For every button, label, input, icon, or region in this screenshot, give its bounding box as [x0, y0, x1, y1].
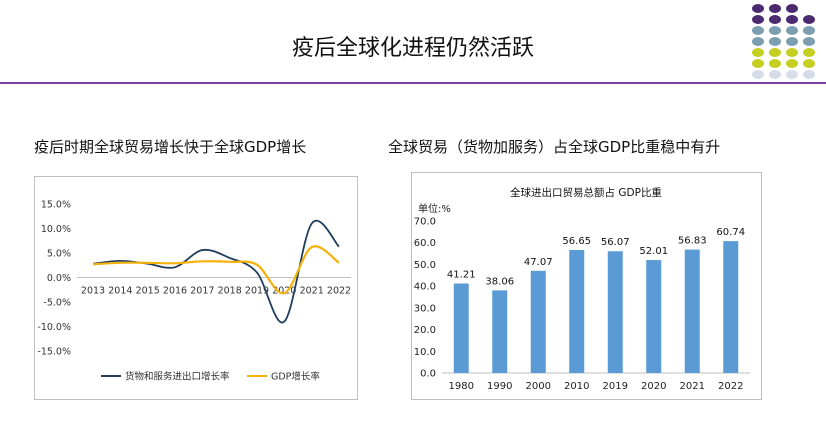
decorative-dot [752, 4, 764, 13]
decorative-dot [786, 26, 798, 35]
decorative-dot [803, 59, 815, 68]
bar [569, 249, 585, 373]
x-tick-label: 2022 [327, 286, 351, 297]
x-tick-label: 2010 [564, 381, 589, 392]
decorative-dot [786, 48, 798, 57]
bar [684, 249, 700, 373]
y-tick-label: 50.0 [414, 260, 436, 271]
decorative-dot [786, 37, 798, 46]
decorative-dot [769, 37, 781, 46]
bar [723, 241, 739, 373]
x-tick-label: 2022 [718, 381, 743, 392]
y-tick-label: 70.0 [414, 217, 436, 228]
bar-chart-title: 全球进出口贸易总额占 GDP比重 [510, 186, 662, 199]
decorative-dot [786, 59, 798, 68]
series-line-1 [92, 219, 340, 324]
bar [530, 270, 546, 373]
x-tick-label: 2020 [272, 286, 296, 297]
x-tick-label: 1990 [487, 381, 512, 392]
decorative-dot [769, 4, 781, 13]
decorative-dot [769, 26, 781, 35]
left-section-title: 疫后时期全球贸易增长快于全球GDP增长 [34, 138, 307, 156]
bar-value-label: 56.83 [678, 236, 707, 247]
x-tick-label: 2021 [680, 381, 705, 392]
x-tick-label: 1980 [449, 381, 474, 392]
x-tick-label: 2019 [245, 286, 269, 297]
decorative-dot [752, 26, 764, 35]
decorative-dot [769, 59, 781, 68]
decorative-dot [769, 70, 781, 79]
x-tick-label: 2017 [190, 286, 214, 297]
bar-value-label: 56.65 [562, 236, 591, 247]
bar-value-label: 60.74 [716, 227, 745, 238]
decorative-dot [769, 15, 781, 24]
line-chart-canvas: 15.0%10.0%5.0%0.0%-5.0%-10.0%-15.0%2013 2… [37, 200, 351, 383]
x-tick-label: 2013 [81, 286, 105, 297]
decorative-dot [786, 15, 798, 24]
y-tick-label: 0.0 [420, 369, 436, 380]
y-tick-label: 30.0 [414, 303, 436, 314]
legend-label: 货物和服务进出口增长率 [125, 371, 230, 383]
decorative-dot [803, 15, 815, 24]
x-tick-label: 2018 [218, 286, 242, 297]
trade-share-of-gdp-bar-chart: 全球进出口贸易总额占 GDP比重单位:% 70.0 60.0 50.0 40.0 30.0… [411, 172, 762, 400]
y-tick-label: 10.0% [41, 224, 71, 235]
slide-title: 疫后全球化进程仍然活跃 [291, 36, 534, 61]
decorative-dot [752, 59, 764, 68]
bar [492, 290, 508, 373]
x-tick-label: 2016 [163, 286, 187, 297]
x-tick-label: 2019 [603, 381, 628, 392]
right-section-title: 全球贸易（货物加服务）占全球GDP比重稳中有升 [388, 138, 721, 156]
decorative-dot [752, 37, 764, 46]
decorative-dot [752, 15, 764, 24]
bar-value-label: 41.21 [447, 270, 476, 281]
y-tick-label: 0.0% [47, 273, 71, 284]
y-tick-label: 20.0 [414, 325, 436, 336]
trade-gdp-growth-line-chart: 15.0% 10.0% 5.0% 0.0% -5.0% -10.0% -15.0% 2013 2… [34, 176, 358, 400]
y-tick-label: 5.0% [47, 249, 71, 260]
y-tick-label: 60.0 [414, 238, 436, 249]
bar [607, 251, 623, 373]
bar-value-label: 38.06 [485, 276, 514, 287]
y-tick-label: -15.0% [37, 347, 71, 358]
decorative-dot [769, 48, 781, 57]
bar [453, 283, 469, 373]
title-divider [0, 82, 826, 84]
decorative-dot [803, 26, 815, 35]
y-tick-label: -5.0% [43, 298, 71, 309]
decorative-dot [786, 70, 798, 79]
decorative-dot [803, 70, 815, 79]
decorative-dot [803, 48, 815, 57]
y-tick-label: 15.0% [41, 200, 71, 211]
bar [646, 260, 662, 373]
x-tick-label: 2020 [641, 381, 666, 392]
decorative-dot [803, 37, 815, 46]
x-tick-label: 2014 [108, 286, 132, 297]
unit-label: 单位:% [418, 202, 451, 215]
legend-label: GDP增长率 [271, 371, 320, 383]
x-tick-label: 2000 [526, 381, 551, 392]
bar-value-label: 47.07 [524, 257, 553, 268]
y-tick-label: 10.0 [414, 347, 436, 358]
decorative-dot [752, 48, 764, 57]
y-tick-label: 40.0 [414, 282, 436, 293]
series-line-2 [92, 245, 340, 295]
bar-value-label: 56.07 [601, 237, 630, 248]
decorative-dot [752, 70, 764, 79]
x-tick-label: 2015 [136, 286, 160, 297]
decorative-dot [786, 4, 798, 13]
x-tick-label: 2021 [300, 286, 324, 297]
decorative-dot-grid [742, 0, 826, 80]
y-tick-label: -10.0% [37, 322, 71, 333]
bar-value-label: 52.01 [639, 246, 668, 257]
